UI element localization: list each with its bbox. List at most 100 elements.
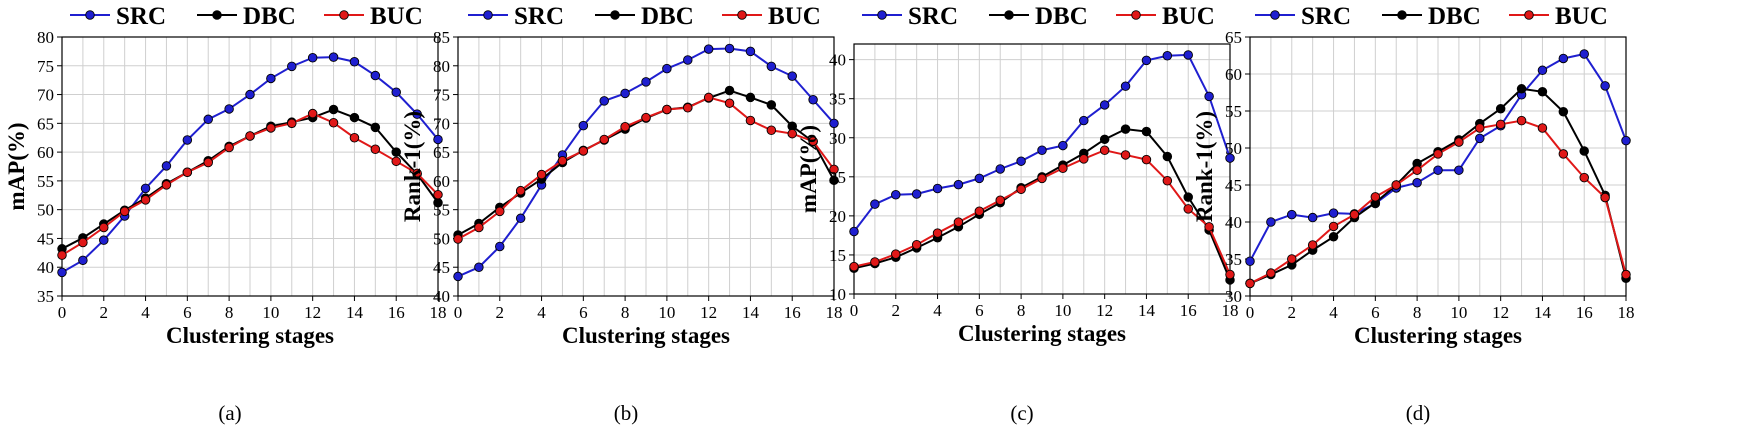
data-point-src <box>599 96 609 106</box>
legend-marker-src <box>877 10 887 20</box>
data-point-buc <box>1579 172 1589 183</box>
x-tick-label: 16 <box>1180 301 1197 320</box>
x-tick-label: 16 <box>784 303 801 322</box>
data-point-dbc <box>1558 106 1569 117</box>
y-tick-label: 40 <box>1225 213 1242 232</box>
y-tick-label: 10 <box>829 285 846 304</box>
data-point-buc <box>433 189 443 200</box>
legend-marker-dbc <box>1397 10 1407 20</box>
data-point-src <box>620 88 630 99</box>
data-point-src <box>578 120 589 131</box>
data-point-buc <box>266 123 276 133</box>
x-tick-label: 4 <box>537 303 546 322</box>
legend-label-src: SRC <box>514 3 564 30</box>
data-point-dbc <box>1495 104 1506 114</box>
data-point-buc <box>1287 254 1297 264</box>
panel-caption: (b) <box>614 401 639 425</box>
data-point-dbc <box>1099 134 1110 145</box>
data-point-src <box>245 89 255 100</box>
x-tick-label: 14 <box>1138 301 1156 320</box>
data-point-src <box>1120 81 1131 91</box>
data-point-buc <box>932 228 943 238</box>
plot-frame <box>1249 36 1627 297</box>
x-tick-label: 10 <box>1054 301 1071 320</box>
legend-label-dbc: DBC <box>641 3 694 30</box>
data-point-buc <box>99 222 109 233</box>
data-point-buc <box>1245 278 1255 289</box>
data-point-src <box>203 114 213 125</box>
data-point-buc <box>1349 209 1360 220</box>
data-point-dbc <box>724 85 735 96</box>
data-point-buc <box>370 144 381 154</box>
data-point-src <box>161 161 172 171</box>
data-point-buc <box>1558 149 1569 159</box>
data-point-dbc <box>1120 124 1131 134</box>
x-tick-label: 10 <box>658 303 675 322</box>
data-point-buc <box>1537 123 1548 133</box>
data-point-buc <box>1016 184 1026 195</box>
legend-label-buc: BUC <box>1162 3 1215 30</box>
x-tick-label: 0 <box>850 301 859 320</box>
data-point-src <box>849 226 859 237</box>
data-point-buc <box>1412 165 1422 175</box>
data-point-dbc <box>766 100 777 110</box>
data-point-src <box>703 44 714 54</box>
legend-label-dbc: DBC <box>1428 3 1481 30</box>
data-point-src <box>1162 50 1173 61</box>
data-point-dbc <box>829 175 839 186</box>
data-point-src <box>1600 81 1610 91</box>
data-point-src <box>1141 55 1152 66</box>
data-point-dbc <box>1162 151 1173 162</box>
data-point-dbc <box>391 147 401 157</box>
data-point-src <box>641 77 651 87</box>
data-point-src <box>1225 153 1235 163</box>
x-tick-label: 2 <box>100 303 109 322</box>
data-point-buc <box>578 146 589 156</box>
data-point-buc <box>1600 192 1610 203</box>
data-point-src <box>515 213 526 224</box>
data-point-buc <box>349 132 360 143</box>
data-point-buc <box>1307 240 1318 250</box>
y-tick-label: 65 <box>433 143 450 162</box>
legend-marker-buc <box>737 10 747 20</box>
data-point-src <box>349 56 360 67</box>
x-tick-label: 6 <box>579 303 588 322</box>
data-point-src <box>1475 133 1485 144</box>
data-point-buc <box>683 103 693 113</box>
data-point-src <box>1245 256 1255 266</box>
data-point-src <box>1016 156 1026 166</box>
data-point-buc <box>1328 221 1339 232</box>
x-axis-title: Clustering stages <box>958 321 1126 346</box>
y-tick-label: 55 <box>37 172 54 191</box>
x-tick-label: 2 <box>1288 303 1297 322</box>
y-tick-label: 50 <box>1225 139 1242 158</box>
y-tick-label: 60 <box>433 172 450 191</box>
data-point-src <box>99 235 109 245</box>
data-point-src <box>57 267 67 278</box>
data-point-buc <box>849 261 859 272</box>
data-point-src <box>1037 145 1047 155</box>
x-tick-label: 6 <box>183 303 192 322</box>
legend-label-dbc: DBC <box>243 3 296 30</box>
data-point-src <box>1537 65 1548 76</box>
data-point-src <box>808 94 818 105</box>
data-point-src <box>662 63 672 74</box>
y-tick-label: 25 <box>829 168 846 187</box>
data-point-buc <box>536 169 547 180</box>
chart-panel-d: 0 2 4 6 8 10 12 14 16 183035404550556065Clusterin… <box>1192 3 1635 425</box>
x-axis-title: Clustering stages <box>1354 323 1522 348</box>
data-point-buc <box>1099 145 1110 155</box>
data-point-src <box>1621 135 1631 146</box>
y-tick-label: 75 <box>37 57 54 76</box>
data-point-src <box>1328 208 1339 218</box>
x-tick-label: 18 <box>1222 301 1239 320</box>
data-point-buc <box>245 131 255 141</box>
data-point-buc <box>1621 269 1631 280</box>
x-axis-title: Clustering stages <box>562 323 730 348</box>
data-point-buc <box>78 237 88 248</box>
legend: SRC DBC BUC <box>468 3 821 30</box>
panel-caption: (c) <box>1010 401 1033 425</box>
y-tick-label: 15 <box>829 246 846 265</box>
y-tick-label: 35 <box>829 90 846 109</box>
y-tick-label: 65 <box>37 114 54 133</box>
